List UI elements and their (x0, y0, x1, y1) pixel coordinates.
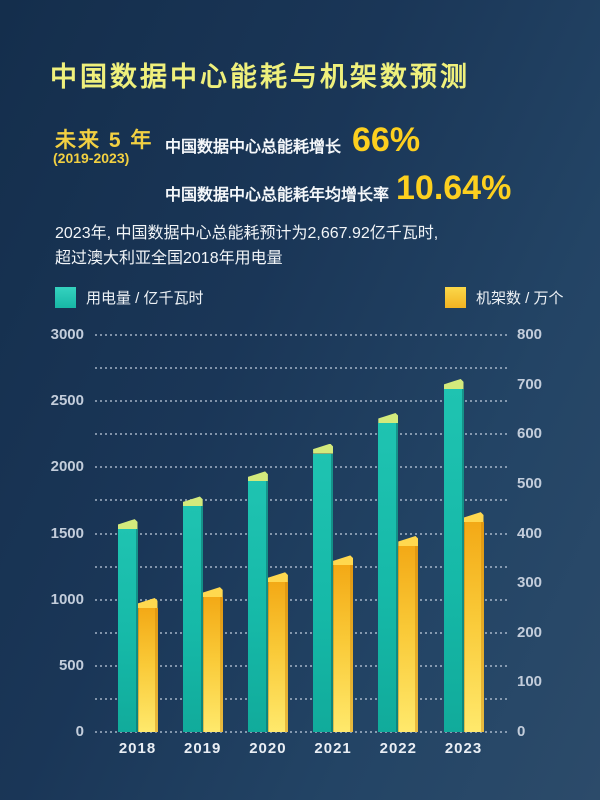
gridline (95, 367, 510, 370)
right-axis-tick-label: 100 (517, 673, 543, 691)
forecast-note: 2023年, 中国数据中心总能耗预计为2,667.92亿千瓦时, 超过澳大利亚全… (55, 221, 565, 271)
left-axis-tick-label: 1500 (50, 524, 84, 542)
stat-energy-growth-label: 中国数据中心总能耗增长 (165, 139, 342, 156)
electricity-bar (313, 443, 334, 732)
electricity-bar-cap (117, 519, 138, 530)
left-axis-tick-label: 2500 (50, 392, 84, 410)
racks-bar-body (463, 522, 484, 732)
electricity-bar (378, 412, 399, 732)
dual-axis-bar-chart: 3000 2500 2000 1500 1000 500 0 800 700 600 500 400 3… (0, 320, 600, 800)
electricity-bar (247, 471, 268, 732)
right-axis-tick-label: 800 (517, 326, 543, 343)
gridline (95, 565, 510, 568)
racks-bar-cap (202, 587, 223, 598)
racks-bar (333, 555, 354, 732)
x-axis-year-label: 2018 (118, 740, 157, 757)
right-axis-tick-label: 400 (517, 524, 543, 542)
left-axis-tick-label: 1000 (50, 590, 84, 608)
page-title: 中国数据中心能耗与机架数预测 (50, 62, 470, 92)
electricity-bar-cap (182, 496, 203, 507)
electricity-bar-body (247, 481, 268, 732)
racks-bar-cap (463, 512, 484, 523)
racks-bar (267, 572, 288, 732)
gridline (95, 532, 510, 535)
racks-bar-cap (398, 535, 419, 546)
racks-bar-cap (137, 598, 158, 608)
racks-bar-body (137, 608, 158, 732)
gridline (95, 499, 510, 502)
x-axis-year-label: 2023 (444, 740, 483, 757)
electricity-bar (443, 378, 464, 732)
x-axis-year-label: 2021 (314, 740, 352, 757)
racks-bar (398, 535, 419, 732)
forecast-note-line2: 超过澳大利亚全国2018年用电量 (55, 250, 283, 267)
left-axis-tick-label: 2000 (50, 458, 84, 476)
x-axis-year-label: 2020 (249, 740, 287, 757)
electricity-bar-cap (313, 443, 334, 454)
electricity-bar-body (313, 453, 334, 732)
electricity-bar-body (443, 388, 464, 732)
left-axis-tick-label: 0 (75, 723, 84, 740)
stat-energy-growth-value: 66% (352, 121, 421, 159)
right-axis-tick-label: 700 (517, 375, 543, 393)
right-axis-tick-label: 0 (517, 723, 526, 740)
racks-swatch-icon (445, 287, 466, 308)
racks-bar (202, 587, 223, 732)
racks-bar (463, 512, 484, 732)
period-label: 未来 5 年 (55, 129, 154, 152)
stat-cagr-label: 中国数据中心总能耗年均增长率 (165, 187, 390, 204)
right-axis-tick-label: 500 (517, 474, 543, 492)
racks-bar-body (202, 597, 223, 732)
racks-bar-cap (333, 555, 354, 566)
gridline (95, 400, 510, 403)
gridline (95, 631, 510, 634)
electricity-bar-cap (247, 471, 268, 482)
electricity-bar-body (117, 529, 138, 732)
gridline (95, 433, 510, 436)
racks-bar-body (398, 545, 419, 732)
gridline (95, 334, 510, 336)
electricity-bar-cap (443, 378, 464, 389)
electricity-bar (182, 496, 203, 732)
left-axis-tick-label: 500 (58, 656, 84, 674)
gridline (95, 697, 510, 700)
gridline (95, 466, 510, 469)
right-axis-tick-label: 200 (517, 623, 543, 641)
x-axis-year-label: 2019 (184, 740, 222, 757)
electricity-bar-cap (378, 412, 399, 423)
forecast-note-line1: 2023年, 中国数据中心总能耗预计为2,667.92亿千瓦时, (55, 225, 439, 242)
electricity-bar-body (182, 506, 203, 732)
racks-bar-body (333, 565, 354, 732)
legend-racks: 机架数 / 万个 (445, 287, 564, 308)
right-axis-tick-label: 600 (517, 425, 543, 443)
legend-electricity-label: 用电量 / 亿千瓦时 (86, 290, 204, 307)
x-axis-year-label: 2022 (379, 740, 417, 757)
legend-racks-label: 机架数 / 万个 (476, 290, 564, 307)
racks-bar-body (267, 582, 288, 732)
stat-cagr-value: 10.64% (396, 169, 512, 207)
gridline (95, 664, 510, 667)
electricity-bar (117, 519, 138, 732)
right-axis-tick-label: 300 (517, 574, 543, 592)
gridline (95, 731, 510, 733)
racks-bar (137, 598, 158, 732)
gridline (95, 598, 510, 601)
racks-bar-cap (267, 572, 288, 583)
electricity-swatch-icon (55, 287, 76, 308)
left-axis-tick-label: 3000 (50, 326, 84, 343)
electricity-bar-body (378, 422, 399, 732)
period-range: (2019-2023) (53, 150, 130, 166)
legend-electricity: 用电量 / 亿千瓦时 (55, 287, 204, 308)
